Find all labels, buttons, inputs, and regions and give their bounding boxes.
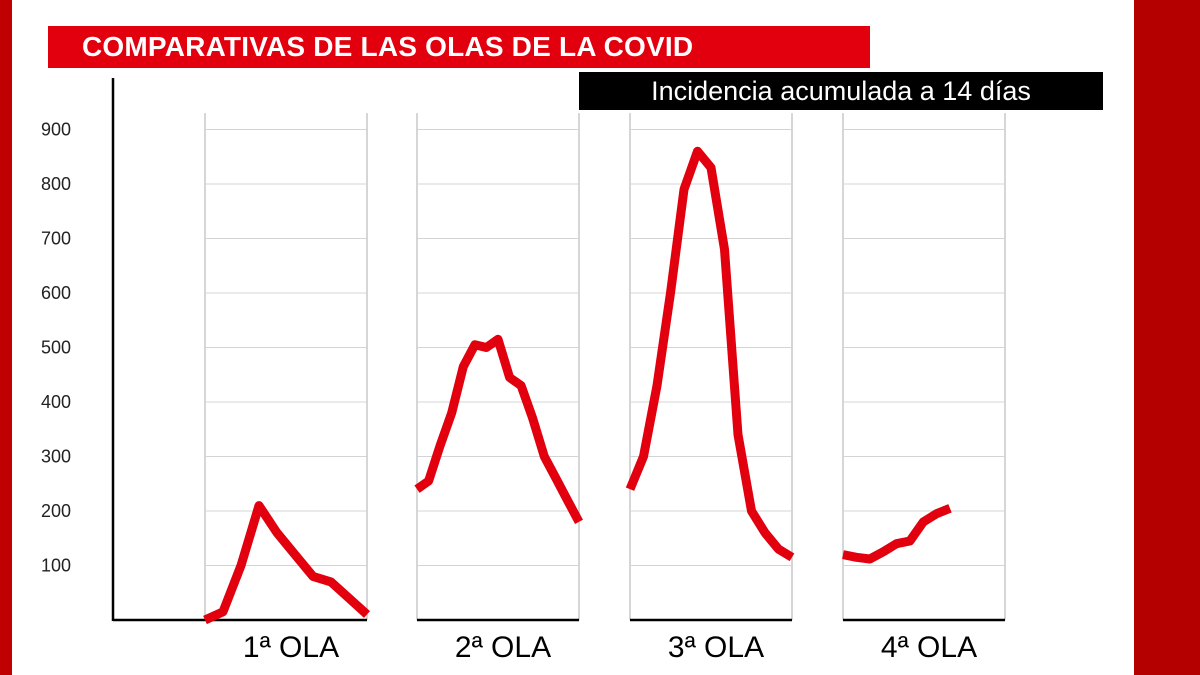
series-line-3: [625, 146, 795, 562]
y-tick-label: 200: [41, 501, 71, 521]
y-tick-label: 300: [41, 447, 71, 467]
chart-subtitle: Incidencia acumulada a 14 días: [579, 72, 1103, 110]
panel-label: 1ª OLA: [243, 631, 339, 664]
y-tick-label: 500: [41, 338, 71, 358]
panel-label: 4ª OLA: [881, 631, 977, 664]
right-frame-bar: [1134, 0, 1200, 675]
y-tick-label: 400: [41, 392, 71, 412]
panel-label: 2ª OLA: [455, 631, 551, 664]
y-tick-label: 900: [41, 120, 71, 140]
y-tick-label: 700: [41, 229, 71, 249]
y-tick-label: 100: [41, 556, 71, 576]
y-tick-label: 800: [41, 174, 71, 194]
left-frame-bar: [0, 0, 12, 675]
panel-label: 3ª OLA: [668, 631, 764, 664]
series-line-1: [203, 501, 371, 625]
chart-title: COMPARATIVAS DE LAS OLAS DE LA COVID: [48, 26, 870, 68]
series-line-2: [414, 334, 583, 525]
y-tick-label: 600: [41, 283, 71, 303]
series-line-4: [842, 504, 952, 564]
